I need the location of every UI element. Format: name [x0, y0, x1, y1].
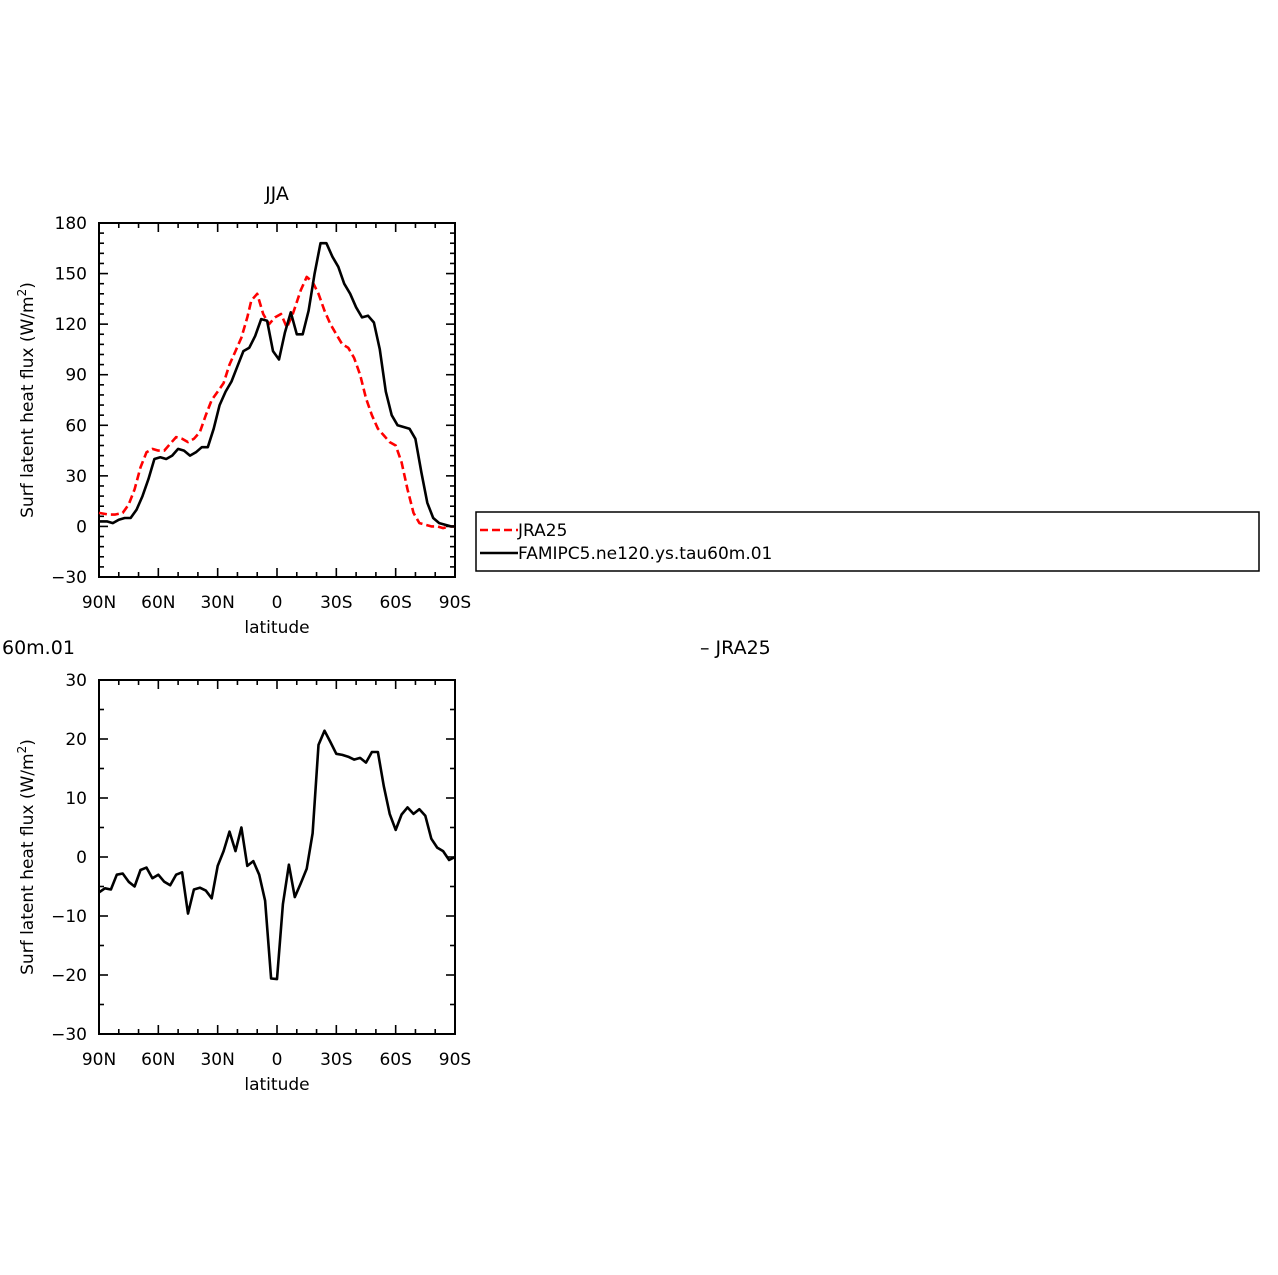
x-tick-label: 0	[272, 1050, 283, 1070]
x-tick-label: 90N	[82, 593, 116, 613]
plot-frame	[98, 222, 456, 578]
y-tick-label: 10	[65, 789, 87, 809]
y-axis-label-close: )	[18, 739, 38, 746]
y-tick-label: −30	[51, 568, 87, 588]
y-tick-label: 30	[65, 467, 87, 487]
y-axis-label-main: Surf latent heat flux (W/m	[18, 296, 38, 517]
y-axis-label-main: Surf latent heat flux (W/m	[18, 753, 38, 974]
bottom-panel-difference: 90N 60N 30N 0 30S 60S 90S −30 −20 −10 0 10 20 30 latit…	[2, 637, 771, 1095]
x-tick-label: 60S	[379, 593, 411, 613]
x-tick-label: 60S	[379, 1050, 411, 1070]
y-tick-label: −20	[51, 966, 87, 986]
y-axis-label: Surf latent heat flux (W/m2)	[15, 739, 38, 975]
x-axis-label: latitude	[244, 618, 309, 638]
legend-frame	[475, 511, 1260, 572]
y-tick-label: 0	[76, 517, 87, 537]
difference-line	[98, 729, 456, 981]
y-tick-label: 30	[65, 671, 87, 691]
y-tick-label: 60	[65, 416, 87, 436]
x-tick-label: 30S	[320, 593, 352, 613]
x-tick-label: 30N	[200, 1050, 234, 1070]
top-panel-mean-flux: 90N 60N 30N 0 30S 60S 90S −30 0 30 60 90 120 150 180 la…	[15, 183, 471, 638]
y-tick-label: −30	[51, 1025, 87, 1045]
x-tick-label: 90S	[439, 1050, 471, 1070]
y-tick-label: 20	[65, 730, 87, 750]
legend-label-model: FAMIPC5.ne120.ys.tau60m.01	[518, 544, 772, 564]
series-line-famipc5-ne120-ys-tau60m-01	[99, 241, 455, 528]
y-tick-label: 90	[65, 366, 87, 386]
y-tick-label: 0	[76, 848, 87, 868]
y-tick-label: 120	[55, 315, 87, 335]
y-tick-label: −10	[51, 907, 87, 927]
x-tick-label: 90N	[82, 1050, 116, 1070]
series-line-jra25	[98, 275, 455, 530]
bottom-title-right-fragment: – JRA25	[700, 637, 771, 659]
y-axis-label-superscript: 2	[15, 746, 29, 754]
x-tick-label: 60N	[141, 593, 175, 613]
y-axis-label-close: )	[18, 282, 38, 289]
legend-box: JRA25 FAMIPC5.ne120.ys.tau60m.01	[475, 511, 1260, 572]
y-tick-label: 180	[55, 214, 87, 234]
y-tick-label: 150	[55, 265, 87, 285]
x-tick-label: 30S	[320, 1050, 352, 1070]
bottom-title-left-fragment: 60m.01	[2, 637, 75, 659]
x-axis-label: latitude	[244, 1075, 309, 1095]
x-tick-label: 90S	[439, 593, 471, 613]
x-tick-label: 60N	[141, 1050, 175, 1070]
y-axis-label-superscript: 2	[15, 289, 29, 297]
legend-label-jra25: JRA25	[517, 521, 567, 541]
x-tick-label: 0	[272, 593, 283, 613]
plot-frame	[98, 679, 456, 1035]
x-tick-label: 30N	[200, 593, 234, 613]
top-chart-title: JJA	[264, 183, 289, 205]
y-axis-label: Surf latent heat flux (W/m2)	[15, 282, 38, 518]
